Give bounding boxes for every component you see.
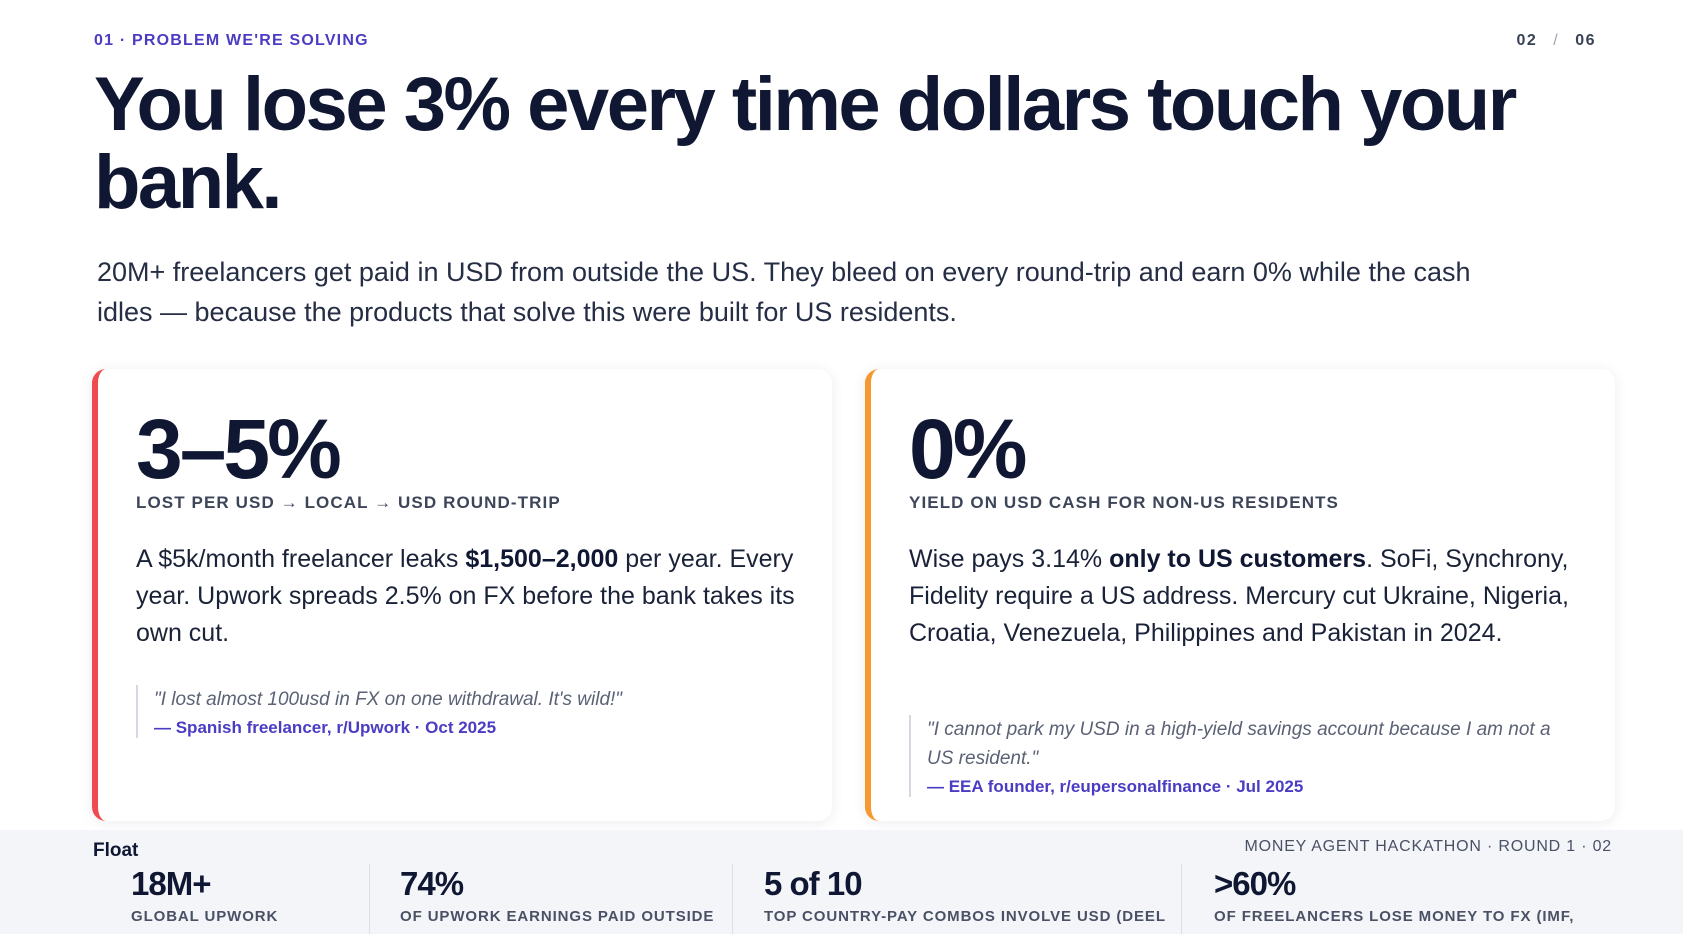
page-current: 02 xyxy=(1516,32,1538,49)
footer-stat: 18M+ GLOBAL UPWORK xyxy=(131,864,278,925)
divider xyxy=(1181,864,1182,934)
footer: Float MONEY AGENT HACKATHON · ROUND 1 · … xyxy=(0,830,1683,934)
headline: You lose 3% every time dollars touch you… xyxy=(94,62,1517,225)
footer-stat: 74% OF UPWORK EARNINGS PAID OUTSIDE xyxy=(400,864,714,925)
card-stat: 0% xyxy=(909,402,1027,496)
quote-text: "I cannot park my USD in a high-yield sa… xyxy=(927,719,1551,769)
event-label: MONEY AGENT HACKATHON · ROUND 1 · 02 xyxy=(1244,838,1612,855)
eyebrow: 01 · PROBLEM WE'RE SOLVING xyxy=(94,32,369,49)
divider xyxy=(732,864,733,934)
page-total: 06 xyxy=(1575,32,1596,49)
footer-stat-value: 18M+ xyxy=(131,865,211,902)
divider xyxy=(369,864,370,934)
footer-stat-label: GLOBAL UPWORK xyxy=(131,908,279,925)
footer-stat-label: OF UPWORK EARNINGS PAID OUTSIDE xyxy=(400,908,715,925)
card-stat: 3–5% xyxy=(136,402,342,496)
card: 0% YIELD ON USD CASH FOR NON-US RESIDENT… xyxy=(865,369,1615,821)
text-run: . SoFi, Synchrony, Fidelity require a US… xyxy=(909,545,1569,647)
quote-attribution: — EEA founder, r/eupersonalfinance · Jul… xyxy=(927,777,1304,796)
card-quote: "I cannot park my USD in a high-yield sa… xyxy=(909,715,1577,797)
quote-attribution: — Spanish freelancer, r/Upwork · Oct 202… xyxy=(154,718,497,737)
quote-text: "I lost almost 100usd in FX on one withd… xyxy=(154,689,623,710)
page-separator: / xyxy=(1553,32,1560,49)
card: 3–5% LOST PER USD → LOCAL → USD ROUND-TR… xyxy=(92,369,832,821)
card-label: YIELD ON USD CASH FOR NON-US RESIDENTS xyxy=(909,493,1339,512)
card-quote: "I lost almost 100usd in FX on one withd… xyxy=(136,685,804,738)
footer-stat-value: >60% xyxy=(1214,865,1296,902)
footer-stat-value: 74% xyxy=(400,865,464,902)
subtitle: 20M+ freelancers get paid in USD from ou… xyxy=(97,257,1471,327)
footer-stat-label: OF FREELANCERS LOSE MONEY TO FX (IMF, xyxy=(1214,908,1575,925)
text-run: Wise pays 3.14% xyxy=(909,545,1110,573)
card-body: Wise pays 3.14% only to US customers. So… xyxy=(909,541,1589,652)
card-body: A $5k/month freelancer leaks $1,500–2,00… xyxy=(136,541,816,652)
page-indicator: 02 / 06 xyxy=(1516,32,1596,50)
emphasis: only to US customers xyxy=(1109,545,1367,573)
footer-stat-value: 5 of 10 xyxy=(764,865,863,902)
footer-stat: >60% OF FREELANCERS LOSE MONEY TO FX (IMF… xyxy=(1214,864,1574,925)
text-run: A $5k/month freelancer leaks xyxy=(136,545,466,573)
footer-stat-label: TOP COUNTRY-PAY COMBOS INVOLVE USD (DEEL xyxy=(764,908,1166,925)
brand: Float xyxy=(93,840,139,861)
card-label: LOST PER USD → LOCAL → USD ROUND-TRIP xyxy=(136,493,561,512)
text-run: per year. Every year. Upwork spreads 2.5… xyxy=(136,545,795,647)
footer-stat: 5 of 10 TOP COUNTRY-PAY COMBOS INVOLVE US… xyxy=(764,864,1166,925)
emphasis: $1,500–2,000 xyxy=(465,545,619,573)
